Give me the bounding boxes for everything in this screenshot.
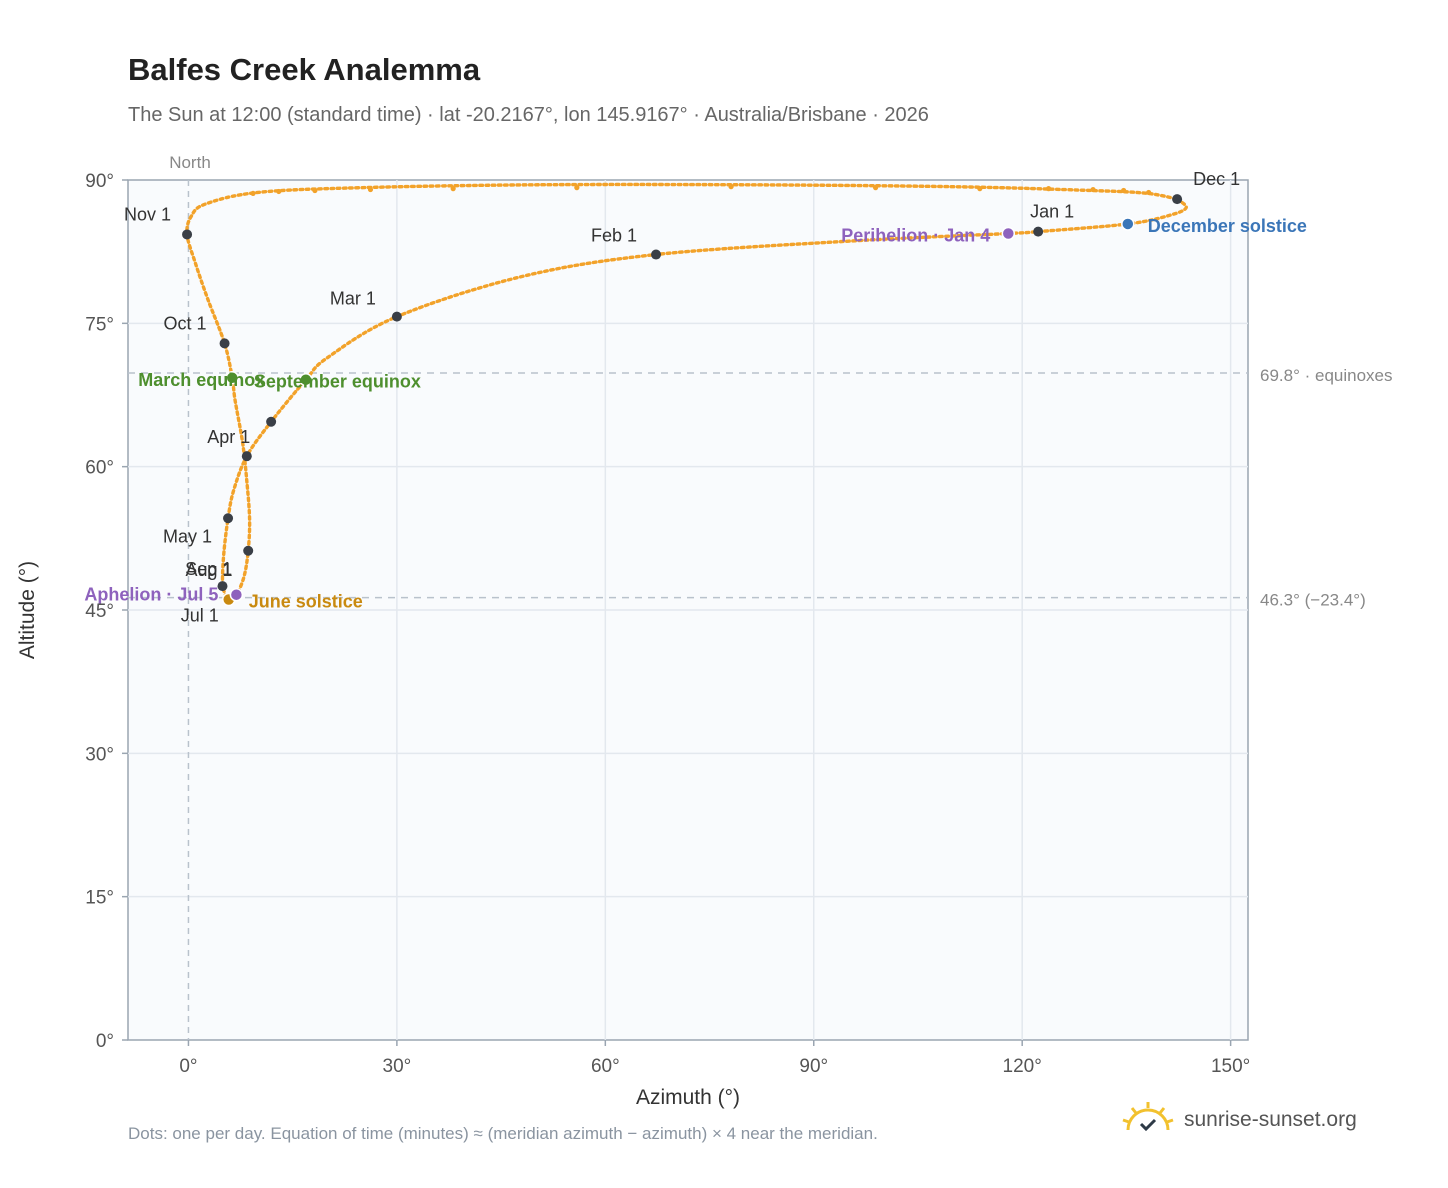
y-axis-title: Altitude (°) bbox=[16, 561, 39, 659]
daily-dot bbox=[574, 185, 580, 191]
month-marker bbox=[182, 229, 193, 240]
footnote: Dots: one per day. Equation of time (min… bbox=[128, 1124, 878, 1143]
y-tick-label: 45° bbox=[85, 601, 114, 622]
month-marker bbox=[1033, 226, 1044, 237]
month-marker bbox=[219, 338, 230, 349]
month-marker bbox=[391, 311, 402, 322]
y-tick-label: 75° bbox=[85, 314, 114, 335]
y-tick-label: 0° bbox=[96, 1031, 114, 1052]
y-tick-label: 15° bbox=[85, 888, 114, 909]
brand-name: sunrise-sunset.org bbox=[1184, 1108, 1357, 1131]
event-label: June solstice bbox=[249, 591, 363, 611]
x-axis-title: Azimuth (°) bbox=[636, 1086, 740, 1109]
month-label: May 1 bbox=[163, 526, 212, 546]
month-marker bbox=[243, 545, 254, 556]
x-tick-label: 60° bbox=[591, 1056, 620, 1077]
event-marker bbox=[229, 587, 244, 602]
event-label: Aphelion · Jul 5 bbox=[84, 585, 218, 605]
month-marker bbox=[217, 581, 228, 592]
event-label: December solstice bbox=[1148, 216, 1307, 236]
brand[interactable]: sunrise-sunset.org bbox=[1120, 1100, 1357, 1140]
month-marker bbox=[1172, 194, 1183, 205]
chart-title: Balfes Creek Analemma bbox=[128, 52, 481, 87]
reference-line-label: 69.8° · equinoxes bbox=[1260, 366, 1393, 385]
event-marker bbox=[225, 371, 239, 385]
month-label: Dec 1 bbox=[1193, 169, 1240, 189]
month-label: Feb 1 bbox=[591, 226, 637, 246]
event-marker bbox=[299, 372, 313, 387]
chart-subtitle: The Sun at 12:00 (standard time) · lat -… bbox=[128, 104, 929, 126]
analemma-path bbox=[185, 182, 1188, 602]
axis-ticks: 0° 30° 60° 90° 120° 150° 0° 15° 30° 45° 60° 75° 90° bbox=[85, 171, 1250, 1077]
month-label: Mar 1 bbox=[330, 289, 376, 309]
event-label: September equinox bbox=[254, 372, 421, 392]
month-marker bbox=[223, 513, 234, 524]
analemma-curve bbox=[185, 182, 1188, 602]
event-marker bbox=[1001, 226, 1016, 241]
y-tick-label: 90° bbox=[85, 171, 114, 192]
month-label: Sep 1 bbox=[185, 559, 232, 579]
month-label: Oct 1 bbox=[164, 313, 207, 333]
y-tick-label: 30° bbox=[85, 744, 114, 765]
month-marker bbox=[651, 249, 662, 260]
month-label: Nov 1 bbox=[124, 204, 171, 224]
event-label: Perihelion · Jan 4 bbox=[841, 226, 990, 246]
grid bbox=[128, 180, 1248, 1040]
x-tick-label: 30° bbox=[383, 1056, 412, 1077]
month-label: Jul 1 bbox=[181, 605, 219, 625]
y-tick-label: 60° bbox=[85, 458, 114, 479]
meridian-label: North bbox=[169, 153, 211, 172]
event-label: March equinox bbox=[138, 370, 265, 390]
month-marker bbox=[241, 451, 252, 462]
reference-line-label: 46.3° (−23.4°) bbox=[1260, 591, 1366, 610]
month-marker bbox=[266, 416, 277, 427]
month-label: Aug 1 bbox=[185, 560, 232, 580]
x-tick-label: 90° bbox=[799, 1056, 828, 1077]
x-tick-label: 120° bbox=[1003, 1056, 1042, 1077]
x-tick-label: 0° bbox=[179, 1056, 197, 1077]
month-label: Apr 1 bbox=[207, 427, 250, 447]
reference-lines: 69.8° · equinoxes 46.3° (−23.4°) bbox=[128, 180, 1393, 1040]
x-tick-label: 150° bbox=[1211, 1056, 1250, 1077]
month-label: Jan 1 bbox=[1030, 202, 1074, 222]
event-marker bbox=[1121, 217, 1135, 231]
sun-logo-icon bbox=[1122, 1102, 1174, 1132]
